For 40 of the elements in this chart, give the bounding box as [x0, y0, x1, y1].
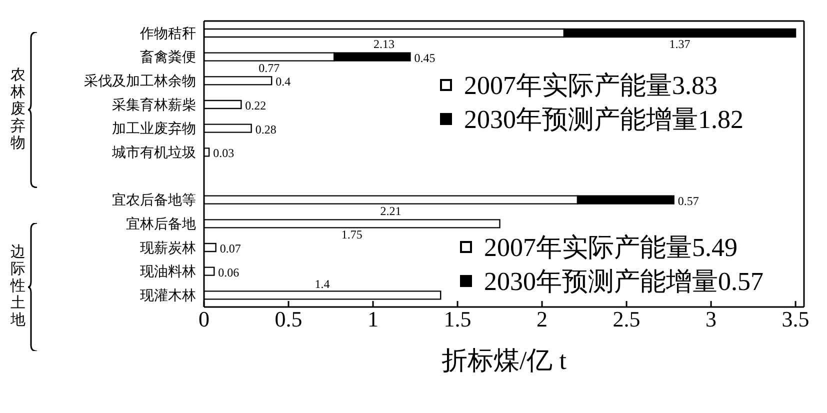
x-tick-label: 1 [368, 306, 379, 332]
y-tick-label: 畜禽粪便 [140, 48, 196, 66]
x-tick-label: 3 [706, 306, 717, 332]
data-label: 0.22 [245, 98, 266, 112]
data-label: 0.45 [414, 50, 436, 65]
data-label: 0.28 [255, 122, 276, 136]
legend-label: 2007年实际产能量5.49 [484, 232, 738, 264]
legend-label: 2030年预测产能增量0.57 [484, 266, 764, 298]
y-tick-label: 宜林后备地 [126, 216, 196, 233]
data-label: 1.75 [341, 228, 362, 242]
y-tick-label: 采集育林薪柴 [112, 96, 196, 114]
legend-label: 2007年实际产能量3.83 [464, 70, 718, 102]
x-tick-label: 2 [536, 306, 548, 332]
text: 农林废弃物 [10, 67, 26, 152]
data-label: 0.4 [276, 74, 291, 89]
data-label: 0.03 [213, 146, 234, 160]
data-label: 1.4 [314, 277, 330, 292]
y-tick-label: 现薪炭林 [140, 240, 196, 256]
x-tick-label: 0.5 [274, 306, 302, 332]
y-tick-label: 采伐及加工林余物 [84, 74, 196, 90]
legend-label: 2030年预测产能增量1.82 [464, 104, 744, 136]
y-tick-label: 现油料林 [140, 264, 196, 280]
y-tick-label: 作物秸秆 [139, 26, 196, 42]
y-tick-label: 现灌木林 [140, 288, 196, 304]
y-tick-label: 加工业废弃物 [112, 121, 196, 138]
data-label: 0.57 [678, 194, 699, 208]
data-label: 0.07 [220, 242, 241, 256]
y-tick-label: 宜农后备地等 [112, 192, 196, 209]
y-tick-label: 城市有机垃圾 [111, 145, 196, 162]
text: 边际性土地 [10, 244, 26, 330]
x-tick-label: 1.5 [444, 306, 472, 332]
x-tick-label: 3.5 [782, 306, 810, 332]
x-axis-title: 折标煤/亿 t [442, 346, 568, 375]
data-label: 2.13 [374, 37, 394, 51]
data-label: 2.21 [380, 204, 402, 218]
x-tick-label: 0 [198, 306, 210, 332]
data-label: 0.06 [218, 265, 240, 280]
data-label: 1.37 [669, 37, 690, 51]
data-label: 0.77 [258, 60, 280, 75]
x-tick-label: 2.5 [612, 306, 640, 332]
